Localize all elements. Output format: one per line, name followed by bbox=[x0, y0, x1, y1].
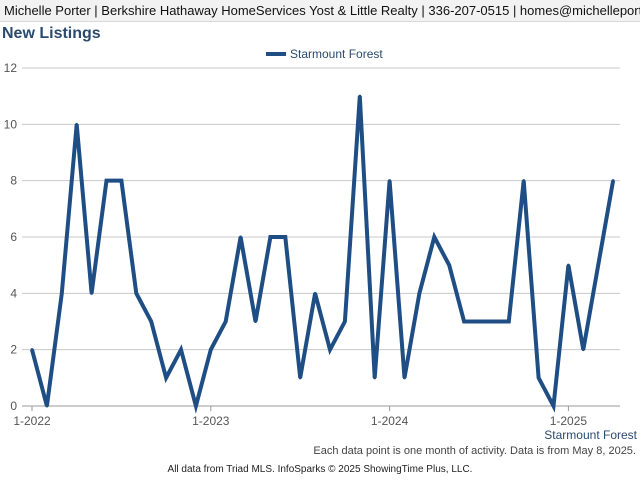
data-point bbox=[492, 320, 496, 323]
legend-label: Starmount Forest bbox=[290, 47, 383, 61]
data-point bbox=[90, 291, 94, 295]
data-point bbox=[224, 320, 228, 323]
data-point bbox=[149, 320, 153, 323]
data-point bbox=[477, 320, 481, 323]
y-axis-ticks: 0 2 4 6 8 10 12 bbox=[4, 61, 18, 413]
data-point bbox=[566, 263, 570, 267]
y-tick-label: 2 bbox=[10, 343, 17, 357]
data-point bbox=[373, 376, 377, 380]
x-tick-label: 1-2023 bbox=[192, 414, 230, 428]
data-point bbox=[268, 235, 272, 239]
x-tick-label: 1-2022 bbox=[13, 414, 51, 428]
data-point bbox=[313, 291, 317, 295]
data-point bbox=[194, 404, 198, 408]
y-tick-label: 6 bbox=[10, 230, 17, 244]
data-point bbox=[403, 376, 406, 380]
series-layer: Starmount Forest bbox=[30, 94, 638, 442]
y-tick-label: 12 bbox=[4, 61, 18, 75]
grid-lines bbox=[22, 67, 620, 407]
data-point bbox=[388, 179, 392, 183]
data-credit: All data from Triad MLS. InfoSparks © 20… bbox=[167, 464, 473, 475]
y-tick-label: 8 bbox=[10, 174, 17, 188]
x-axis-ticks: 1-2022 1-2023 1-2024 1-2025 bbox=[13, 406, 587, 428]
data-point bbox=[611, 179, 615, 183]
data-point bbox=[254, 320, 257, 323]
data-point bbox=[581, 348, 585, 352]
data-point bbox=[134, 291, 138, 295]
chart-title: New Listings bbox=[2, 25, 101, 42]
data-point bbox=[283, 235, 287, 239]
data-point bbox=[432, 235, 436, 239]
data-point bbox=[239, 235, 243, 239]
data-point bbox=[119, 179, 123, 183]
data-point bbox=[209, 348, 213, 352]
data-point bbox=[507, 320, 511, 323]
data-point bbox=[462, 320, 466, 323]
data-point bbox=[447, 263, 451, 267]
data-point bbox=[343, 320, 347, 323]
y-tick-label: 4 bbox=[10, 286, 17, 300]
data-footnote: Each data point is one month of activity… bbox=[313, 445, 636, 457]
y-tick-label: 0 bbox=[10, 399, 17, 413]
x-tick-label: 1-2024 bbox=[371, 414, 409, 428]
agent-info-bar: Michelle Porter | Berkshire Hathaway Hom… bbox=[0, 0, 640, 22]
data-point bbox=[417, 291, 421, 295]
data-point bbox=[164, 376, 168, 380]
data-point bbox=[179, 348, 183, 352]
data-point bbox=[45, 404, 49, 408]
y-tick-label: 10 bbox=[4, 117, 18, 131]
data-point bbox=[537, 376, 541, 380]
data-point bbox=[358, 94, 362, 98]
data-point bbox=[328, 348, 332, 352]
series-line bbox=[30, 96, 616, 414]
data-point bbox=[60, 291, 64, 295]
data-point bbox=[75, 122, 79, 126]
series-end-label: Starmount Forest bbox=[544, 428, 637, 442]
data-point bbox=[596, 263, 600, 267]
data-point bbox=[522, 179, 526, 183]
agent-info-text: Michelle Porter | Berkshire Hathaway Hom… bbox=[4, 3, 640, 18]
legend: Starmount Forest bbox=[266, 47, 383, 61]
data-point bbox=[30, 348, 34, 352]
data-point bbox=[552, 404, 555, 408]
data-point bbox=[298, 376, 302, 380]
data-point bbox=[105, 179, 108, 183]
x-tick-label: 1-2025 bbox=[550, 414, 588, 428]
